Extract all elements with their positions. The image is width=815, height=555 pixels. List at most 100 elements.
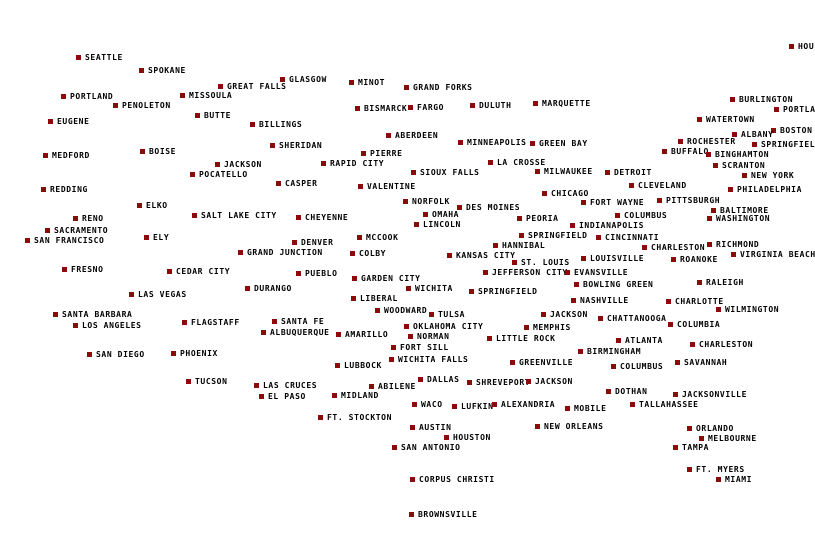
city-marker-icon <box>598 316 603 321</box>
city-marker-icon <box>429 312 434 317</box>
city-marker-icon <box>581 200 586 205</box>
city-label: AUSTIN <box>419 423 452 432</box>
city-label: CHATTANOOGA <box>607 314 667 323</box>
city-label: ALEXANDRIA <box>501 400 556 409</box>
city-label: WICHITA <box>415 284 453 293</box>
city-marker-icon <box>458 140 463 145</box>
city-marker-icon <box>61 94 66 99</box>
city-label: CHARLOTTE <box>675 297 724 306</box>
city-marker-icon <box>606 389 611 394</box>
city-marker-icon <box>254 383 259 388</box>
city-marker-icon <box>707 242 712 247</box>
city-label: TUCSON <box>195 377 228 386</box>
city-marker-icon <box>76 55 81 60</box>
city-marker-icon <box>404 85 409 90</box>
city-marker-icon <box>470 103 475 108</box>
city-label: NORMAN <box>417 332 450 341</box>
city-marker-icon <box>391 345 396 350</box>
city-label: FLAGSTAFF <box>191 318 240 327</box>
city-label: SPRINGFIELD <box>528 231 588 240</box>
city-label: GREEN BAY <box>539 139 588 148</box>
city-marker-icon <box>62 267 67 272</box>
city-marker-icon <box>570 223 575 228</box>
city-label: SALT LAKE CITY <box>201 211 277 220</box>
city-marker-icon <box>668 322 673 327</box>
city-marker-icon <box>565 270 570 275</box>
city-marker-icon <box>671 257 676 262</box>
city-marker-icon <box>510 360 515 365</box>
city-marker-icon <box>335 363 340 368</box>
city-label: PHOENIX <box>180 349 218 358</box>
city-marker-icon <box>678 139 683 144</box>
city-marker-icon <box>182 320 187 325</box>
city-label: MIAMI <box>725 475 753 484</box>
city-marker-icon <box>697 280 702 285</box>
city-label: JACKSON <box>535 377 573 386</box>
city-label: COLBY <box>359 249 387 258</box>
city-marker-icon <box>171 351 176 356</box>
city-label: JACKSONVILLE <box>682 390 747 399</box>
city-label: BURLINGTON <box>739 95 794 104</box>
city-label: WILMINGTON <box>725 305 780 314</box>
city-marker-icon <box>218 84 223 89</box>
city-label: TALLAHASSEE <box>639 400 699 409</box>
city-marker-icon <box>418 377 423 382</box>
city-marker-icon <box>318 415 323 420</box>
city-label: JEFFERSON CITY <box>492 268 568 277</box>
city-label: LOS ANGELES <box>82 321 142 330</box>
city-label: JACKSON <box>550 310 588 319</box>
city-label: PIERRE <box>370 149 403 158</box>
city-marker-icon <box>386 133 391 138</box>
city-label: BOSTON <box>780 126 813 135</box>
city-marker-icon <box>408 105 413 110</box>
city-label: EVANSVILLE <box>574 268 629 277</box>
city-label: SAN FRANCISCO <box>34 236 105 245</box>
city-label: MISSOULA <box>189 91 233 100</box>
city-label: GREAT FALLS <box>227 82 287 91</box>
city-label: SACRAMENTO <box>54 226 109 235</box>
city-marker-icon <box>673 392 678 397</box>
city-marker-icon <box>675 360 680 365</box>
city-marker-icon <box>423 212 428 217</box>
city-marker-icon <box>444 435 449 440</box>
city-marker-icon <box>630 402 635 407</box>
city-marker-icon <box>332 393 337 398</box>
city-marker-icon <box>190 172 195 177</box>
city-label: HANNIBAL <box>502 241 546 250</box>
city-label: MIDLAND <box>341 391 379 400</box>
city-marker-icon <box>192 213 197 218</box>
city-label: MINOT <box>358 78 386 87</box>
city-marker-icon <box>690 342 695 347</box>
city-marker-icon <box>492 402 497 407</box>
city-marker-icon <box>699 436 704 441</box>
city-label: DETROIT <box>614 168 652 177</box>
city-label: ALBUQUERQUE <box>270 328 330 337</box>
city-label: POCATELLO <box>199 170 248 179</box>
city-label: CHARLESTON <box>651 243 706 252</box>
city-label: BUFFALO <box>671 147 709 156</box>
city-marker-icon <box>73 323 78 328</box>
city-marker-icon <box>711 208 716 213</box>
city-marker-icon <box>48 119 53 124</box>
city-marker-icon <box>526 379 531 384</box>
city-label: LA CROSSE <box>497 158 546 167</box>
city-label: RENO <box>82 214 104 223</box>
city-label: SANTA BARBARA <box>62 310 133 319</box>
city-marker-icon <box>535 169 540 174</box>
city-marker-icon <box>542 191 547 196</box>
city-label: WACO <box>421 400 443 409</box>
city-label: MILWAUKEE <box>544 167 593 176</box>
city-label: SAVANNAH <box>684 358 728 367</box>
city-marker-icon <box>615 213 620 218</box>
city-label: GREENVILLE <box>519 358 574 367</box>
city-marker-icon <box>697 117 702 122</box>
city-marker-icon <box>361 151 366 156</box>
city-marker-icon <box>662 149 667 154</box>
city-marker-icon <box>113 103 118 108</box>
city-marker-icon <box>261 330 266 335</box>
city-label: GRAND FORKS <box>413 83 473 92</box>
city-marker-icon <box>571 298 576 303</box>
city-marker-icon <box>629 183 634 188</box>
city-marker-icon <box>666 299 671 304</box>
city-label: SEATTLE <box>85 53 123 62</box>
